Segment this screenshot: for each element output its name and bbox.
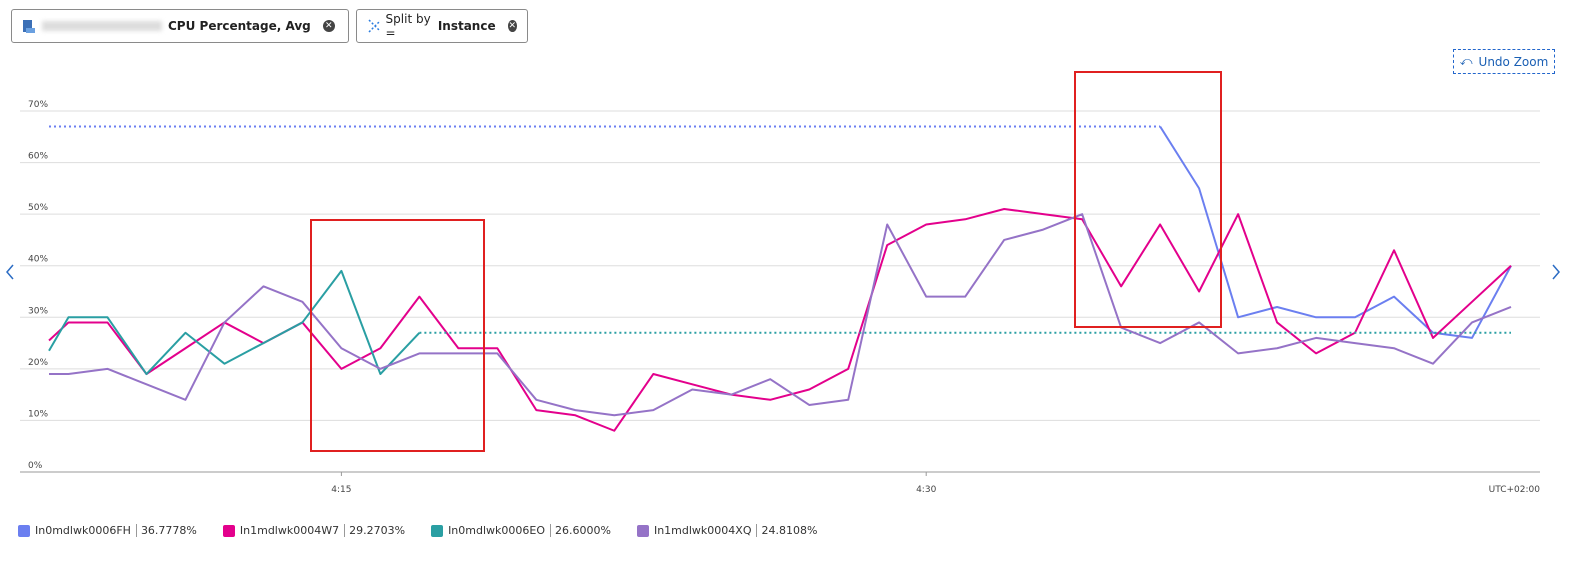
y-tick-label: 0% <box>28 461 43 471</box>
highlight-box <box>310 219 485 452</box>
series-line <box>1159 125 1512 339</box>
y-tick-label: 30% <box>28 306 48 316</box>
remove-metric[interactable]: ✕ <box>322 20 335 32</box>
y-tick-label: 60% <box>28 152 48 162</box>
legend: In0mdlwk0006FH 36.7778% In1mdlwk0004W7 29.2… <box>18 524 817 537</box>
remove-split[interactable]: ✕ <box>507 20 517 32</box>
legend-swatch <box>636 524 649 537</box>
legend-swatch <box>431 524 444 537</box>
legend-name: In1mdlwk0004W7 <box>239 524 340 537</box>
legend-swatch <box>18 524 30 537</box>
highlight-box <box>1074 71 1222 328</box>
split-label: Split by = <box>385 12 431 40</box>
series-line <box>49 213 1512 417</box>
legend-item[interactable]: In1mdlwk0004W7 29.2703% <box>222 524 405 537</box>
series-line <box>48 269 421 376</box>
legend-value: 29.2703% <box>344 524 405 537</box>
split-pill[interactable]: Split by = Instance ✕ <box>356 9 528 43</box>
legend-value: 36.7778% <box>135 524 197 537</box>
legend-item[interactable]: In1mdlwk0004XQ 24.8108% <box>636 524 817 537</box>
timezone: UTC+02:00 <box>1489 485 1541 495</box>
prev-arrow[interactable] <box>6 264 14 280</box>
legend-name: In0mdlwk0006FH <box>35 524 131 537</box>
chart: UTC+02:00 0% 10% 20% 30% 40% 50% 60% 70% 4:15 4:3… <box>6 71 1560 495</box>
undo-text: Undo Zoom <box>1478 54 1549 69</box>
metric-pill[interactable]: CPU Percentage, Avg ✕ <box>11 9 349 43</box>
series-line <box>48 207 1512 432</box>
legend-name: In0mdlwk0006EO <box>448 524 545 537</box>
y-tick-label: 50% <box>28 203 48 213</box>
metric: CPU Percentage, Avg <box>168 19 311 33</box>
legend-value: 24.8108% <box>756 524 817 537</box>
undo-zoom[interactable]: ⤺ Undo Zoom <box>1453 49 1555 74</box>
x-tick-label: 4:30 <box>916 485 936 495</box>
next-arrow[interactable] <box>1552 264 1560 280</box>
legend-value: 26.6000% <box>550 524 611 537</box>
y-tick-label: 40% <box>28 255 48 265</box>
legend-item[interactable]: In0mdlwk0006EO 26.6000% <box>431 524 611 537</box>
x-tick-label: 4:15 <box>331 485 351 495</box>
y-tick-label: 70% <box>28 100 48 110</box>
undo-icon: ⤺ <box>1459 54 1473 68</box>
legend-name: In1mdlwk0004XQ <box>653 524 752 537</box>
legend-swatch <box>222 524 235 537</box>
legend-item[interactable]: In0mdlwk0006FH 36.7778% <box>18 524 197 537</box>
resource-icon <box>23 20 35 33</box>
y-tick-label: 20% <box>28 358 48 368</box>
split-icon <box>368 19 380 33</box>
y-tick-label: 10% <box>28 409 48 419</box>
blurred-resource <box>42 21 162 31</box>
split-value: Instance <box>437 19 496 33</box>
